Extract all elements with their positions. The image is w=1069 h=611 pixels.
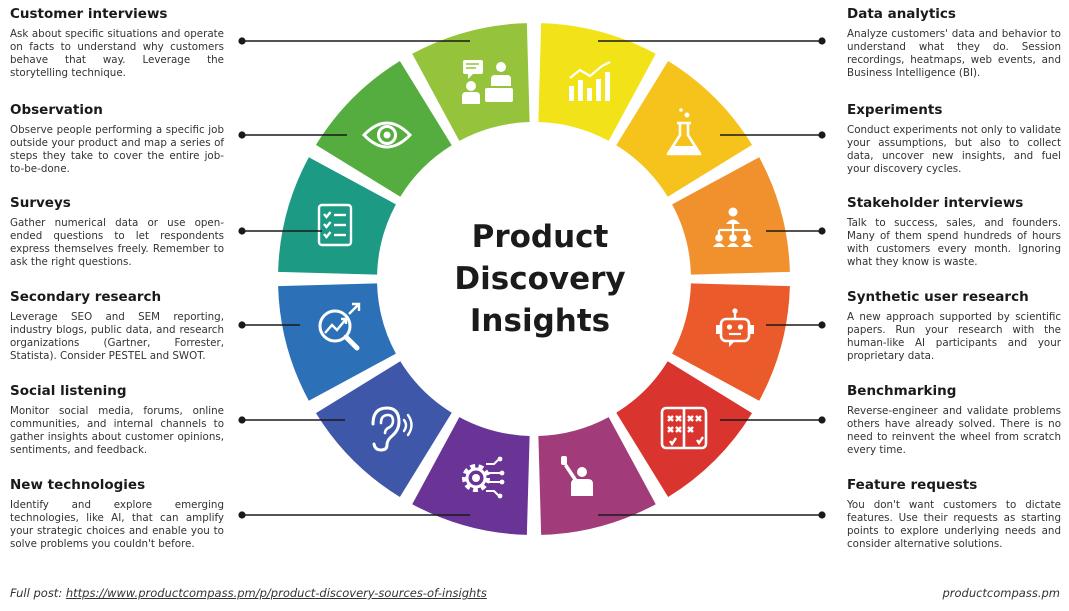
insight-stakeholder-interviews: Stakeholder interviews Talk to success, s… bbox=[847, 195, 1061, 269]
raised-hand-icon bbox=[561, 456, 593, 496]
insight-description: A new approach supported by scientific p… bbox=[847, 311, 1061, 362]
insight-customer-interviews: Customer interviews Ask about specific si… bbox=[10, 6, 224, 80]
footer-brand: productcompass.pm bbox=[942, 586, 1060, 600]
interview-icon bbox=[462, 60, 513, 104]
center-title: Product Discovery Insights bbox=[454, 219, 626, 339]
connector-dot bbox=[818, 131, 826, 139]
segment-feature-requests bbox=[538, 417, 656, 535]
insight-title: Benchmarking bbox=[847, 383, 957, 399]
insight-description: Ask about specific situations and operat… bbox=[10, 28, 224, 79]
tech-gear-icon bbox=[462, 456, 505, 499]
connector-lines bbox=[238, 37, 826, 519]
insight-experiments: Experiments Conduct experiments not only … bbox=[847, 102, 1061, 176]
segment-new-technologies bbox=[412, 417, 530, 535]
segment-experiments bbox=[616, 60, 753, 197]
insight-new-technologies: New technologies Identify and explore eme… bbox=[10, 477, 224, 551]
segment-observation bbox=[315, 60, 452, 197]
footer-prefix: Full post: bbox=[10, 586, 66, 600]
insight-description: Identify and explore emerging technologi… bbox=[10, 499, 224, 550]
bar-chart-icon bbox=[569, 61, 611, 101]
segment-social-listening bbox=[315, 361, 452, 498]
eye-icon bbox=[361, 121, 413, 149]
connector-dot bbox=[818, 227, 826, 235]
insight-title: Secondary research bbox=[10, 289, 162, 305]
wheel-icons bbox=[317, 60, 754, 499]
insight-title: Feature requests bbox=[847, 477, 978, 493]
full-post-link[interactable]: https://www.productcompass.pm/p/product-… bbox=[65, 586, 487, 600]
connector-dot bbox=[238, 131, 246, 139]
insight-description: Reverse-engineer and validate problems o… bbox=[847, 405, 1061, 456]
connector-dot bbox=[818, 416, 826, 424]
insight-description: Leverage SEO and SEM reporting, industry… bbox=[10, 311, 224, 362]
insight-description: Monitor social media, forums, online com… bbox=[10, 405, 224, 456]
ear-icon bbox=[371, 406, 413, 452]
connector-dot bbox=[818, 321, 826, 329]
magnifier-trend-icon bbox=[318, 302, 361, 351]
insight-title: Social listening bbox=[10, 383, 127, 399]
insight-observation: Observation Observe people performing a s… bbox=[10, 102, 224, 176]
insight-description: You don't want customers to dictate feat… bbox=[847, 499, 1061, 550]
connector-dot bbox=[238, 511, 246, 519]
insight-description: Gather numerical data or use open-ended … bbox=[10, 217, 224, 268]
insight-description: Talk to success, sales, and founders. Ma… bbox=[847, 217, 1061, 268]
insight-title: Stakeholder interviews bbox=[847, 195, 1024, 211]
insight-synthetic-user-research: Synthetic user research A new approach su… bbox=[847, 289, 1061, 363]
robot-icon bbox=[716, 308, 754, 347]
insight-title: Surveys bbox=[10, 195, 71, 211]
connector-dot bbox=[238, 416, 246, 424]
insight-benchmarking: Benchmarking Reverse-engineer and validat… bbox=[847, 383, 1061, 457]
checklist-icon bbox=[317, 203, 353, 247]
connector-dot bbox=[818, 37, 826, 45]
insight-title: Observation bbox=[10, 102, 103, 118]
insight-description: Conduct experiments not only to validate… bbox=[847, 124, 1061, 175]
comparison-board-icon bbox=[660, 406, 708, 450]
connector-dot bbox=[238, 227, 246, 235]
connector-dot bbox=[818, 511, 826, 519]
insight-data-analytics: Data analytics Analyze customers' data an… bbox=[847, 6, 1061, 80]
insight-description: Analyze customers' data and behavior to … bbox=[847, 28, 1061, 79]
insight-title: Customer interviews bbox=[10, 6, 168, 22]
org-chart-icon bbox=[713, 207, 753, 247]
insight-title: New technologies bbox=[10, 477, 146, 493]
connector-dot bbox=[238, 37, 246, 45]
footer-source: Full post: https://www.productcompass.pm… bbox=[10, 586, 487, 600]
insight-title: Data analytics bbox=[847, 6, 956, 22]
insight-description: Observe people performing a specific job… bbox=[10, 124, 224, 175]
flask-icon bbox=[666, 108, 702, 156]
insight-secondary-research: Secondary research Leverage SEO and SEM r… bbox=[10, 289, 224, 363]
insight-surveys: Surveys Gather numerical data or use open… bbox=[10, 195, 224, 269]
insight-title: Synthetic user research bbox=[847, 289, 1029, 305]
insight-social-listening: Social listening Monitor social media, fo… bbox=[10, 383, 224, 457]
connector-dot bbox=[238, 321, 246, 329]
insight-feature-requests: Feature requests You don't want customers… bbox=[847, 477, 1061, 551]
insight-title: Experiments bbox=[847, 102, 943, 118]
